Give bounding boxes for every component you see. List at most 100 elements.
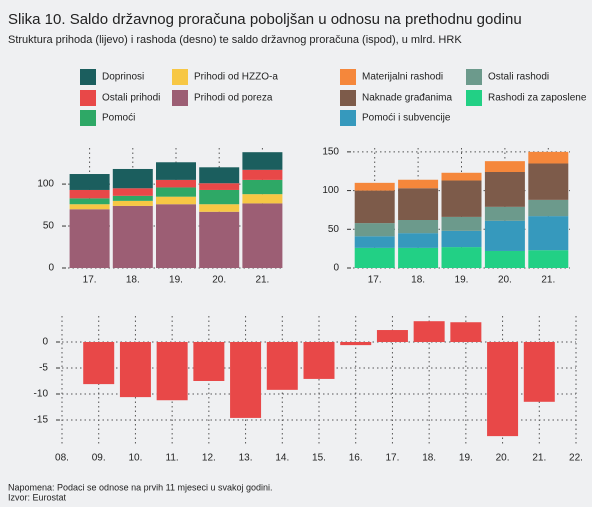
bar-segment — [112, 188, 153, 196]
bar-segment — [156, 204, 196, 268]
legend-swatch — [172, 69, 188, 85]
x-tick-label: 20. — [212, 275, 226, 286]
bar-segment — [112, 195, 153, 201]
legend-label: Pomoći — [102, 113, 135, 124]
x-tick-label: 17. — [385, 453, 399, 464]
bar-segment — [112, 200, 153, 206]
bar-segment — [484, 161, 525, 172]
bar-segment — [69, 198, 110, 205]
bar-segment — [69, 204, 110, 210]
bar-segment — [112, 168, 153, 189]
bar-segment — [69, 189, 110, 199]
x-tick-label: 08. — [55, 453, 69, 464]
bar-segment — [398, 247, 439, 268]
legend-label: Ostali prihodi — [102, 93, 160, 104]
legend-swatch — [172, 90, 188, 106]
y-tick-label: -15 — [34, 415, 49, 426]
bar-segment — [354, 223, 395, 237]
x-tick-label: 16. — [349, 453, 363, 464]
bar-segment — [156, 162, 196, 180]
legend-swatch — [80, 69, 96, 85]
source: Izvor: Eurostat — [8, 492, 67, 502]
bar — [193, 342, 225, 381]
subtitle: Struktura prihoda (lijevo) i rashoda (de… — [8, 34, 462, 46]
legend-swatch — [80, 110, 96, 126]
x-tick-label: 11. — [166, 453, 179, 464]
legend-label: Ostali rashodi — [488, 72, 549, 83]
bar-segment — [398, 233, 439, 248]
x-tick-label: 17. — [368, 275, 382, 286]
x-tick-label: 22. — [569, 453, 583, 464]
bar-segment — [441, 230, 482, 248]
legend-label: Rashodi za zaposlene — [488, 93, 587, 104]
y-tick-label: 150 — [322, 147, 339, 158]
y-tick-label: 50 — [43, 221, 55, 232]
x-tick-label: 13. — [239, 453, 253, 464]
bar-segment — [441, 247, 482, 268]
legend-label: Naknade građanima — [362, 93, 452, 104]
bar — [487, 342, 519, 437]
bar-segment — [199, 183, 240, 190]
legend-label: Prihodi od poreza — [194, 93, 273, 104]
bar-segment — [112, 205, 153, 268]
bar-segment — [242, 169, 283, 180]
bar-segment — [199, 211, 240, 268]
x-tick-label: 21. — [255, 275, 269, 286]
bar-segment — [528, 199, 569, 217]
y-tick-label: 0 — [42, 337, 48, 348]
legend-swatch — [466, 69, 482, 85]
legend-swatch — [340, 90, 356, 106]
legend-label: Doprinosi — [102, 72, 144, 83]
x-tick-label: 18. — [411, 275, 425, 286]
legend-swatch — [466, 90, 482, 106]
bar — [450, 322, 482, 342]
x-tick-label: 09. — [92, 453, 106, 464]
bar-segment — [398, 188, 439, 220]
y-tick-label: 50 — [328, 224, 340, 235]
bar — [376, 330, 408, 342]
bar-segment — [528, 163, 569, 200]
legend-swatch — [340, 69, 356, 85]
bar-segment — [242, 194, 283, 204]
bar-segment — [199, 204, 240, 212]
y-tick-label: 0 — [333, 263, 339, 274]
x-tick-label: 12. — [202, 453, 216, 464]
bar-segment — [484, 172, 525, 207]
y-tick-label: -5 — [39, 363, 48, 374]
x-tick-label: 21. — [532, 453, 546, 464]
bar-segment — [484, 250, 525, 268]
note: Napomena: Podaci se odnose na prvih 11 m… — [8, 482, 273, 492]
bar-segment — [199, 189, 240, 205]
bar-segment — [398, 220, 439, 234]
bar — [303, 342, 335, 379]
legend-label: Pomoći i subvencije — [362, 113, 451, 124]
bar — [413, 321, 445, 342]
bar-segment — [354, 236, 395, 248]
bar-segment — [528, 216, 569, 251]
title: Slika 10. Saldo državnog proračuna pobol… — [8, 11, 522, 28]
bar-segment — [242, 152, 283, 170]
y-tick-label: -10 — [34, 389, 49, 400]
bar-segment — [69, 209, 110, 268]
bar — [523, 342, 555, 402]
legend-label: Materijalni rashodi — [362, 72, 443, 83]
bar — [230, 342, 262, 418]
x-tick-label: 10. — [128, 453, 142, 464]
legend-swatch — [340, 110, 356, 126]
bar — [119, 342, 151, 398]
x-tick-label: 20. — [498, 275, 512, 286]
bar-segment — [199, 167, 240, 184]
x-tick-label: 14. — [275, 453, 289, 464]
x-tick-label: 20. — [496, 453, 510, 464]
y-tick-label: 100 — [37, 179, 54, 190]
y-tick-label: 0 — [48, 263, 54, 274]
bar-segment — [354, 247, 395, 268]
x-tick-label: 15. — [312, 453, 326, 464]
x-tick-label: 19. — [459, 453, 473, 464]
x-tick-label: 21. — [541, 275, 555, 286]
bar-segment — [484, 220, 525, 251]
legend-label: Prihodi od HZZO-a — [194, 72, 278, 83]
bar — [266, 342, 298, 390]
bar-segment — [242, 203, 283, 268]
bar-segment — [242, 179, 283, 195]
